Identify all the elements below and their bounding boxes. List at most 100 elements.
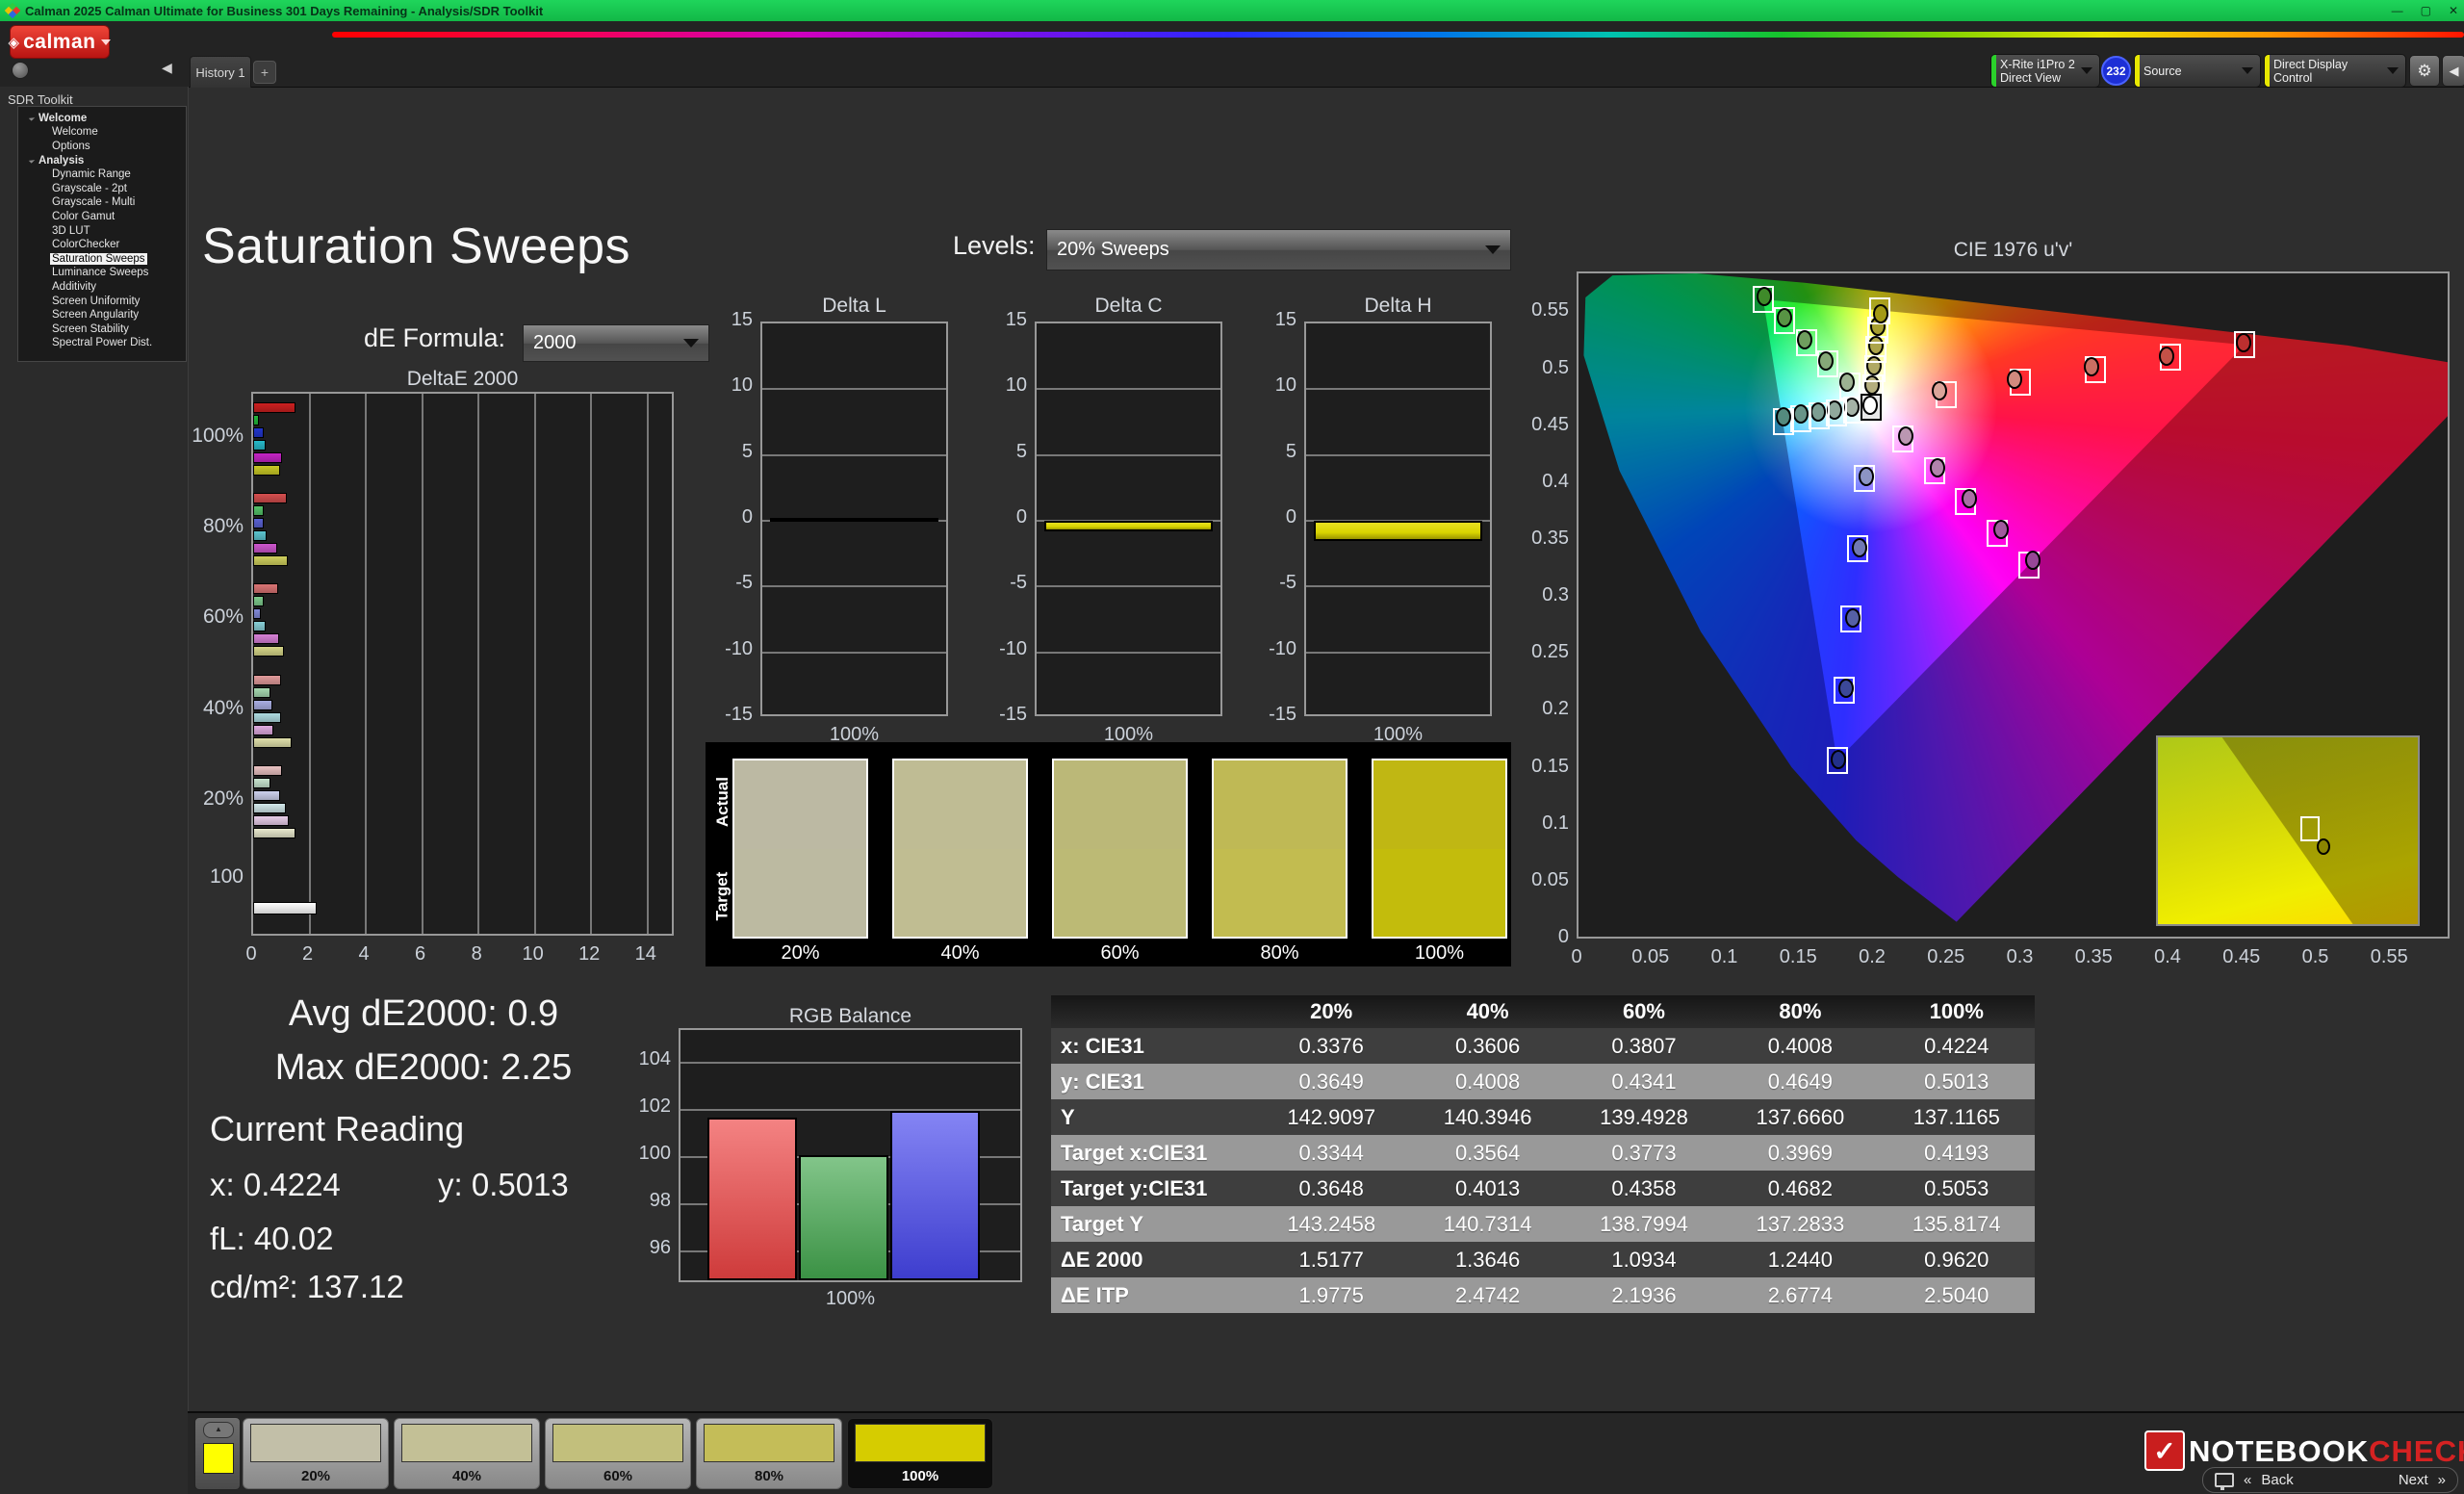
measured-yellow-40% xyxy=(1866,355,1882,375)
sidebar-collapse-icon[interactable]: ◀ xyxy=(162,60,172,75)
deltaE-bar-red-40% xyxy=(253,674,281,685)
meter-count-badge[interactable]: 232 xyxy=(2101,56,2131,86)
table-cell: 0.4341 xyxy=(1611,1069,1677,1094)
current-reading-title: Current Reading xyxy=(210,1109,465,1148)
tab-history-1[interactable]: History 1 xyxy=(190,56,251,88)
deltaC-plot xyxy=(1035,322,1222,716)
back-arrows-icon[interactable]: « xyxy=(2244,1472,2252,1488)
actual-label: Actual xyxy=(712,777,732,827)
pattern-color-chip xyxy=(855,1424,986,1462)
inset-target-square xyxy=(2300,816,2320,841)
maximize-icon[interactable]: ▢ xyxy=(2420,4,2431,17)
sidebar-item-screen-stability[interactable]: Screen Stability xyxy=(18,322,186,337)
target-red-100% xyxy=(2234,331,2256,359)
sidebar-item-additivity[interactable]: Additivity xyxy=(18,280,186,295)
rgb-bar-green xyxy=(799,1155,888,1280)
sidebar-item-welcome[interactable]: Welcome xyxy=(18,125,186,140)
measured-white-point xyxy=(1862,395,1879,415)
pattern-button-40%[interactable]: 40% xyxy=(394,1418,540,1489)
table-cell: 0.3564 xyxy=(1454,1141,1521,1165)
source-dropdown[interactable]: Source xyxy=(2134,54,2261,88)
sidebar-item-luminance-sweeps[interactable]: Luminance Sweeps xyxy=(18,266,186,280)
next-arrows-icon[interactable]: » xyxy=(2437,1472,2446,1488)
calman-diamond-icon: ◈ xyxy=(8,34,20,51)
sidebar-item-options[interactable]: Options xyxy=(18,140,186,154)
pattern-button-60%[interactable]: 60% xyxy=(545,1418,691,1489)
row-label: Target y:CIE31 xyxy=(1061,1176,1208,1200)
minimize-icon[interactable]: — xyxy=(2391,4,2403,17)
pattern-button-100%[interactable]: 100% xyxy=(847,1418,993,1489)
session-dot-button[interactable] xyxy=(12,62,29,79)
y-tick-label: 104 xyxy=(638,1048,671,1070)
settings-button[interactable]: ⚙ xyxy=(2409,55,2440,87)
x-tick-label: 0.55 xyxy=(2370,946,2408,967)
sidebar-item-label: Additivity xyxy=(52,280,97,293)
swatch-80% xyxy=(1212,759,1348,939)
meter-dropdown[interactable]: X-Rite i1Pro 2 Direct View xyxy=(1990,54,2100,88)
x-tick-label: 6 xyxy=(415,943,426,965)
table-row-target-x-cie31: Target x:CIE31 0.3344 0.3564 0.3773 0.3969 0.… xyxy=(1051,1135,2035,1171)
deltaE-bar-magenta-60% xyxy=(253,633,280,645)
sidebar-item-label: Grayscale - Multi xyxy=(52,196,136,209)
display-control-dropdown[interactable]: Direct Display Control xyxy=(2264,54,2406,88)
table-cell: 142.9097 xyxy=(1287,1105,1376,1129)
sidebar-item-grayscale-multi[interactable]: Grayscale - Multi xyxy=(18,195,186,210)
tree-group-welcome[interactable]: Welcome xyxy=(18,111,186,125)
y-tick-label: -5 xyxy=(1279,572,1296,594)
saturation-group-label: 80% xyxy=(202,515,244,538)
sidebar-item-saturation-sweeps[interactable]: Saturation Sweeps xyxy=(18,252,186,267)
target-green-80% xyxy=(1774,307,1796,335)
deltaE-bar-red-20% xyxy=(253,764,282,776)
next-button[interactable]: Next xyxy=(2398,1472,2428,1488)
actual-color xyxy=(1214,760,1346,849)
sidebar-item-spectral-power-dist-[interactable]: Spectral Power Dist. xyxy=(18,336,186,350)
de-formula-label: dE Formula: xyxy=(364,323,506,352)
actual-color xyxy=(894,760,1026,849)
tree-group-analysis[interactable]: Analysis xyxy=(18,153,186,167)
row-label: ΔE ITP xyxy=(1061,1283,1129,1307)
deltaE-bar-green-100% xyxy=(253,415,259,426)
pattern-button-20%[interactable]: 20% xyxy=(243,1418,389,1489)
deltaE-bar-red-60% xyxy=(253,583,278,595)
delta-l-chart: Delta L 15 10 5 0 -5 -10 -15 100% xyxy=(716,295,953,747)
deltaE-bar-blue-20% xyxy=(253,789,281,801)
measured-magenta-20% xyxy=(1898,425,1913,446)
chevron-left-icon: ◀ xyxy=(2449,63,2459,78)
levels-dropdown[interactable]: 20% Sweeps xyxy=(1046,229,1511,270)
sidebar-item-colorchecker[interactable]: ColorChecker xyxy=(18,238,186,252)
fl-value: 40.02 xyxy=(253,1221,334,1256)
pattern-up-button[interactable]: ▲ xyxy=(203,1422,234,1438)
back-button[interactable]: Back xyxy=(2261,1472,2294,1488)
measured-blue-100% xyxy=(1831,749,1847,769)
pattern-button-80%[interactable]: 80% xyxy=(696,1418,842,1489)
cie-1976-chart: CIE 1976 u'v' 0 0.05 0.1 0.15 0.2 0.25 0.3 0.35 0… xyxy=(1513,237,2464,968)
sidebar-item-screen-uniformity[interactable]: Screen Uniformity xyxy=(18,295,186,309)
chevron-down-icon xyxy=(1485,245,1501,254)
calman-menu-button[interactable]: ◈ calman xyxy=(8,25,112,59)
row-label: ΔE 2000 xyxy=(1061,1248,1143,1272)
pattern-color-chip xyxy=(250,1424,381,1462)
meter-name: X-Rite i1Pro 2 xyxy=(2000,57,2075,71)
table-cell: 0.4193 xyxy=(1924,1141,1989,1165)
swatch-label: 60% xyxy=(1100,942,1140,964)
deltaE-bar-yellow-20% xyxy=(253,827,296,838)
close-icon[interactable]: ✕ xyxy=(2448,4,2458,17)
deltaE-bar-green-40% xyxy=(253,686,270,698)
test-pattern-color-chip[interactable] xyxy=(203,1443,234,1474)
measured-magenta-40% xyxy=(1930,458,1945,478)
target-blue-80% xyxy=(1833,676,1855,704)
deltaE-bar-magenta-20% xyxy=(253,814,290,826)
y-tick-label: -5 xyxy=(1010,572,1027,594)
target-color xyxy=(1373,848,1505,937)
sidebar-item-screen-angularity[interactable]: Screen Angularity xyxy=(18,308,186,322)
expander-icon xyxy=(28,115,36,121)
sidebar-item-3d-lut[interactable]: 3D LUT xyxy=(18,224,186,239)
sidebar-item-color-gamut[interactable]: Color Gamut xyxy=(18,210,186,224)
sidebar-item-grayscale-2pt[interactable]: Grayscale - 2pt xyxy=(18,182,186,196)
de-formula-dropdown[interactable]: 2000 xyxy=(523,324,709,362)
add-tab-button[interactable]: + xyxy=(253,61,276,84)
sidebar-item-dynamic-range[interactable]: Dynamic Range xyxy=(18,167,186,182)
deltaC-bar xyxy=(1044,521,1213,531)
measured-blue-60% xyxy=(1844,607,1861,628)
panel-collapse-button[interactable]: ◀ xyxy=(2442,55,2464,87)
